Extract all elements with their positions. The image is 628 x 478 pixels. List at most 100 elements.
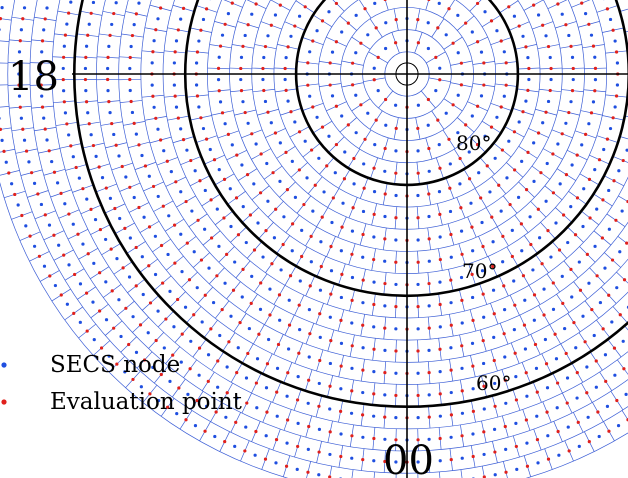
secs-node — [117, 298, 120, 301]
evaluation-point — [173, 262, 176, 265]
secs-node — [217, 78, 220, 81]
evaluation-point — [86, 34, 89, 37]
evaluation-point — [439, 437, 442, 440]
evaluation-point — [384, 192, 387, 195]
secs-node — [229, 187, 232, 190]
evaluation-point — [452, 42, 455, 45]
secs-node — [293, 120, 296, 123]
evaluation-point — [159, 138, 162, 141]
evaluation-point — [289, 274, 292, 277]
secs-node — [537, 13, 540, 16]
secs-node — [341, 202, 344, 205]
secs-node — [151, 84, 154, 87]
secs-node — [317, 157, 320, 160]
evaluation-point — [561, 302, 564, 305]
secs-node — [298, 328, 301, 331]
evaluation-point — [166, 160, 169, 163]
evaluation-point — [235, 196, 238, 199]
secs-node — [460, 367, 463, 370]
evaluation-point — [612, 116, 615, 119]
secs-node — [245, 241, 248, 244]
secs-node — [521, 35, 524, 38]
grid-cell-edge — [0, 149, 15, 153]
evaluation-point — [586, 253, 589, 256]
secs-node — [63, 45, 66, 48]
secs-node — [450, 256, 453, 259]
evaluation-point — [417, 41, 420, 44]
evaluation-point — [598, 158, 601, 161]
secs-node — [115, 257, 118, 260]
secs-node — [575, 396, 578, 399]
secs-node — [226, 365, 229, 368]
secs-node — [350, 457, 353, 460]
evaluation-point — [284, 67, 287, 70]
secs-node — [266, 34, 269, 37]
evaluation-point — [306, 61, 309, 64]
evaluation-point — [537, 208, 540, 211]
secs-node — [66, 303, 69, 306]
evaluation-point — [298, 304, 301, 307]
evaluation-point — [339, 455, 342, 458]
secs-node — [85, 45, 88, 48]
secs-node — [361, 301, 364, 304]
secs-node — [308, 308, 311, 311]
evaluation-point — [325, 164, 328, 167]
evaluation-point — [67, 11, 70, 14]
secs-node — [578, 260, 581, 263]
secs-node — [608, 228, 611, 231]
secs-node — [318, 382, 321, 385]
grid-cell-edge — [426, 0, 432, 10]
legend-evaluation-point-label: Evaluation point — [50, 389, 243, 415]
secs-node — [528, 215, 531, 218]
evaluation-point — [450, 458, 453, 461]
evaluation-point — [352, 206, 355, 209]
evaluation-point — [375, 26, 378, 29]
evaluation-point — [108, 34, 111, 37]
evaluation-point — [472, 410, 475, 413]
secs-node — [322, 190, 325, 193]
evaluation-point — [482, 292, 485, 295]
secs-node — [493, 428, 496, 431]
secs-node — [352, 182, 355, 185]
evaluation-point — [611, 258, 614, 261]
evaluation-point — [106, 56, 109, 59]
evaluation-point — [416, 216, 419, 219]
evaluation-point — [113, 207, 116, 210]
secs-node — [603, 266, 606, 269]
evaluation-point — [417, 261, 420, 264]
evaluation-point — [449, 233, 452, 236]
evaluation-point — [270, 24, 273, 27]
evaluation-point — [255, 381, 258, 384]
evaluation-point — [131, 378, 134, 381]
secs-node — [254, 454, 257, 457]
secs-node — [504, 448, 507, 451]
evaluation-point — [476, 40, 479, 43]
evaluation-point — [128, 186, 131, 189]
evaluation-point — [76, 233, 79, 236]
secs-node — [23, 6, 26, 9]
evaluation-point — [490, 126, 493, 129]
secs-node — [482, 316, 485, 319]
evaluation-point — [274, 131, 277, 134]
evaluation-point — [215, 274, 218, 277]
secs-node — [559, 182, 562, 185]
secs-node — [299, 279, 302, 282]
secs-node — [204, 189, 207, 192]
secs-node — [198, 374, 201, 377]
secs-node — [563, 327, 566, 330]
evaluation-point — [173, 224, 176, 227]
secs-node — [40, 203, 43, 206]
evaluation-point — [439, 258, 442, 261]
secs-node — [327, 10, 330, 13]
secs-node — [133, 23, 136, 26]
secs-node — [130, 45, 133, 48]
secs-node — [18, 50, 21, 53]
secs-node — [417, 104, 420, 107]
secs-node — [580, 143, 583, 146]
secs-node — [472, 387, 475, 390]
secs-node — [329, 316, 332, 319]
secs-node — [250, 13, 253, 16]
secs-node — [140, 385, 143, 388]
secs-node — [197, 39, 200, 42]
evaluation-point — [513, 130, 516, 133]
